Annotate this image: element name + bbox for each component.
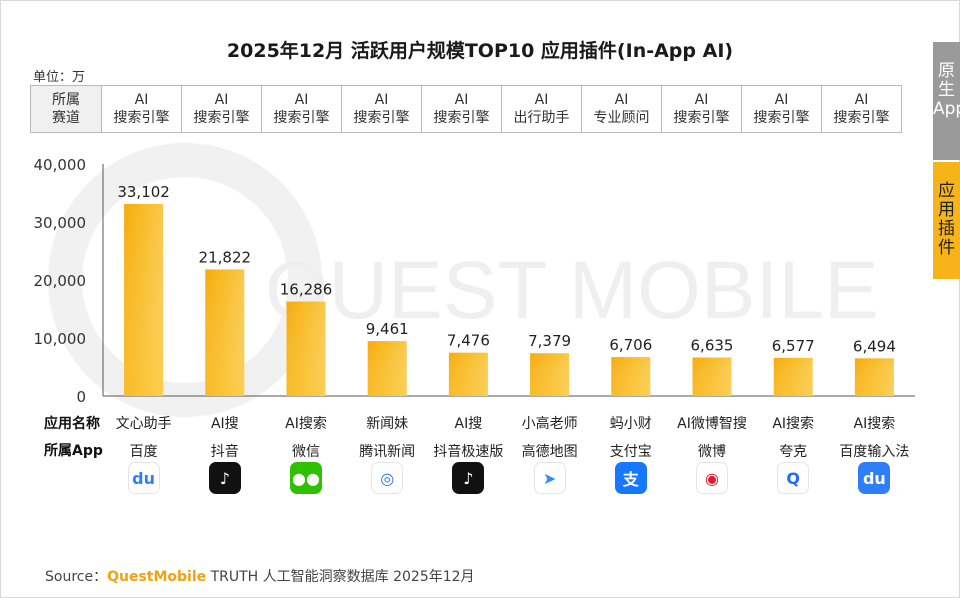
y-tick-label: 0 [76,388,86,406]
category-table: 所属 赛道 AI 搜索引擎 AI 搜索引擎 AI 搜索引擎 AI 搜索引擎 AI 搜索引擎 AI 出行… [30,85,902,133]
y-tick-label: 20,000 [34,272,87,290]
category-cell: AI 出行助手 [501,85,582,133]
category-cell: AI 搜索引擎 [341,85,422,133]
category-cell: AI 搜索引擎 [261,85,342,133]
bar-value-label: 6,577 [772,337,815,355]
y-tick-label: 10,000 [34,330,87,348]
category-cell-line: AI [214,92,229,108]
category-cell: AI 专业顾问 [581,85,662,133]
y-tick-label: 30,000 [34,214,87,232]
watermark: QUEST MOBILE [48,143,879,417]
bar-highlight [692,357,732,396]
category-header-line: 所属 [52,92,80,108]
category-cell-line: 搜索引擎 [353,110,410,126]
bar-highlight [854,358,894,396]
category-cell: AI 搜索引擎 [661,85,742,133]
category-cell-line: AI [454,92,469,108]
category-cell-line: 搜索引擎 [753,110,810,126]
category-header-line: 赛道 [52,110,80,126]
bar-value-label: 7,379 [528,332,571,350]
category-cell-line: AI [614,92,629,108]
y-tick-label: 40,000 [34,156,87,174]
category-cell-line: 搜索引擎 [673,110,730,126]
category-cell-line: 搜索引擎 [113,110,170,126]
source-brand: QuestMobile [107,569,207,585]
bar-highlight [286,301,326,396]
chart-title: 2025年12月 活跃用户规模TOP10 应用插件(In-App AI) [226,40,734,62]
bar-highlight [367,341,407,396]
tab-app-plugin[interactable]: 应用插件 [933,162,960,279]
bar-highlight [530,353,570,396]
category-cell-line: 出行助手 [513,110,570,126]
category-cell-line: 专业顾问 [593,110,650,126]
category-cell-line: AI [294,92,309,108]
bar-value-label: 9,461 [366,320,409,338]
category-cell-line: 搜索引擎 [433,110,490,126]
source-prefix: Source： [45,569,108,585]
bar-value-label: 16,286 [280,281,333,299]
tab-native-app[interactable]: 原生App [933,42,960,160]
category-cell-line: AI [374,92,389,108]
bar-value-label: 33,102 [117,183,170,201]
category-cell-line: AI [774,92,789,108]
category-cell-line: AI [854,92,869,108]
bar-highlight [448,352,488,396]
side-tabs: 原生App 应用插件 [933,42,960,279]
category-cell: AI 搜索引擎 [181,85,262,133]
category-cell-line: 搜索引擎 [193,110,250,126]
category-cell-line: 搜索引擎 [833,110,890,126]
bar-highlight [611,357,651,396]
category-cell: AI 搜索引擎 [101,85,182,133]
unit-label: 单位：万 [33,70,86,85]
category-cell-line: 搜索引擎 [273,110,330,126]
watermark-text: QUEST MOBILE [265,245,879,336]
bar-value-label: 6,635 [691,337,734,355]
category-cell-line: AI [534,92,549,108]
bar-value-label: 21,822 [199,248,252,266]
watermark-ring [48,143,322,417]
category-cell: AI 搜索引擎 [821,85,902,133]
bar-value-label: 6,706 [609,336,652,354]
category-cell-line: AI [134,92,149,108]
bar-highlight [773,357,813,396]
bar-highlight [124,204,164,396]
bar-value-label: 7,476 [447,332,490,350]
category-cell-line: AI [694,92,709,108]
category-header: 所属 赛道 [30,85,102,133]
source-note: Source：QuestMobile TRUTH 人工智能洞察数据库 2025年… [45,566,475,586]
bar-value-label: 6,494 [853,337,896,355]
source-detail: TRUTH 人工智能洞察数据库 2025年12月 [206,569,475,585]
app-name-row-label: 应用名称 [44,416,100,432]
bar-highlight [205,269,245,396]
parent-app-row-label: 所属App [44,443,103,459]
